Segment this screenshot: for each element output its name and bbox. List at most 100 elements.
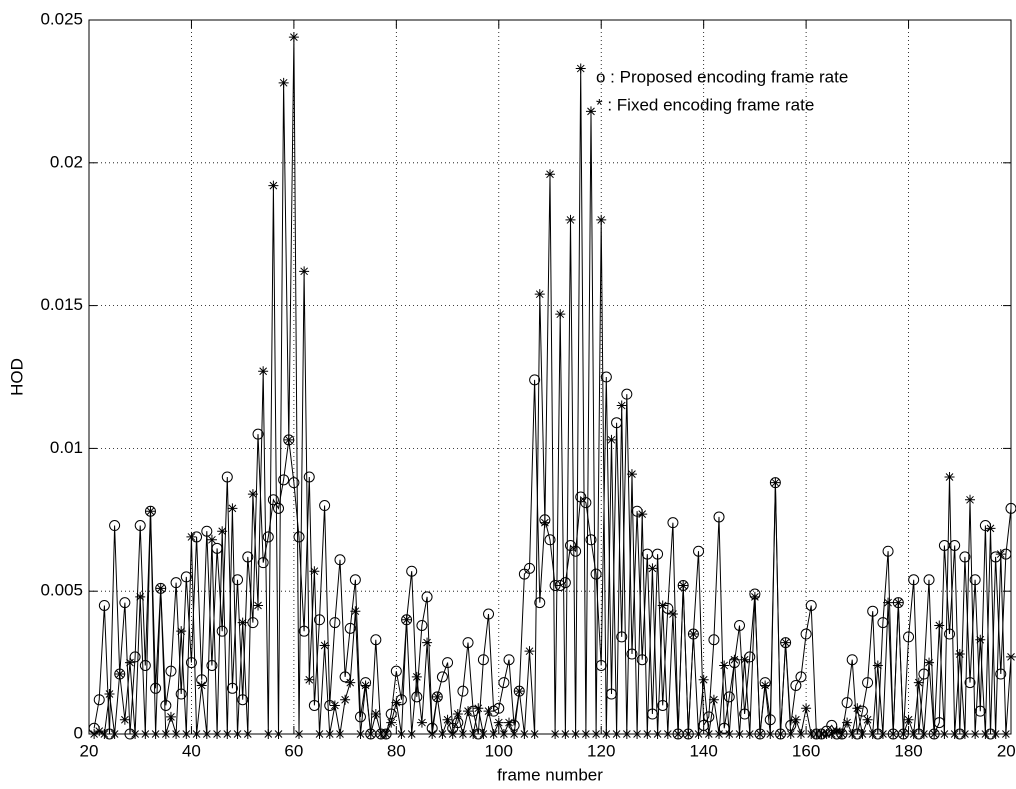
marker-circle xyxy=(93,694,105,706)
marker-star xyxy=(181,729,192,739)
marker-star xyxy=(304,674,315,685)
marker-star xyxy=(821,729,832,739)
marker-circle xyxy=(933,717,945,729)
marker-star xyxy=(222,729,233,739)
marker-star xyxy=(432,691,443,702)
marker-star xyxy=(212,729,223,739)
marker-star xyxy=(473,703,484,714)
marker-star xyxy=(360,680,371,691)
marker-star xyxy=(114,669,125,680)
marker-circle xyxy=(498,677,510,689)
marker-circle xyxy=(862,677,874,689)
marker-circle xyxy=(247,617,259,629)
marker-star xyxy=(140,729,151,739)
marker-circle xyxy=(739,708,751,720)
marker-circle xyxy=(734,619,746,631)
marker-circle xyxy=(262,531,274,543)
marker-star xyxy=(329,700,340,711)
marker-star xyxy=(898,729,909,739)
marker-circle xyxy=(944,628,956,640)
marker-star xyxy=(785,729,796,739)
marker-star xyxy=(253,600,264,611)
marker-star xyxy=(334,729,345,739)
marker-star xyxy=(124,657,135,668)
marker-circle xyxy=(524,562,536,574)
marker-star xyxy=(442,714,453,725)
marker-star xyxy=(278,77,289,88)
marker-circle xyxy=(867,605,879,617)
marker-circle xyxy=(580,497,592,509)
marker-star xyxy=(729,654,740,665)
marker-circle xyxy=(232,574,244,586)
marker-circle xyxy=(109,520,121,532)
marker-circle xyxy=(964,677,976,689)
marker-circle xyxy=(242,551,254,563)
marker-star xyxy=(872,660,883,671)
marker-star xyxy=(406,729,417,739)
marker-circle xyxy=(590,568,602,580)
marker-star xyxy=(949,729,960,739)
marker-circle xyxy=(718,722,730,734)
marker-star xyxy=(698,674,709,685)
marker-star xyxy=(867,729,878,739)
marker-circle xyxy=(949,540,961,552)
marker-star xyxy=(877,729,888,739)
marker-star xyxy=(232,729,243,739)
marker-star xyxy=(770,477,781,488)
marker-star xyxy=(939,729,950,739)
marker-circle xyxy=(549,579,561,591)
marker-circle xyxy=(621,388,633,400)
marker-circle xyxy=(134,520,146,532)
marker-star xyxy=(273,729,284,739)
marker-circle xyxy=(693,545,705,557)
marker-star xyxy=(652,729,663,739)
marker-star xyxy=(160,729,171,739)
marker-circle xyxy=(329,617,341,629)
marker-star xyxy=(355,729,366,739)
marker-star xyxy=(186,531,197,542)
marker-star xyxy=(227,503,238,514)
marker-star xyxy=(545,169,555,180)
marker-star xyxy=(632,729,643,739)
marker-circle xyxy=(959,551,971,563)
marker-star xyxy=(217,526,228,537)
marker-star xyxy=(483,706,494,717)
marker-star xyxy=(422,637,433,648)
marker-circle xyxy=(457,685,469,697)
marker-star xyxy=(488,729,499,739)
marker-star xyxy=(903,714,914,725)
marker-circle xyxy=(790,679,802,691)
marker-circle xyxy=(805,599,817,611)
marker-star xyxy=(642,729,653,739)
marker-circle xyxy=(698,719,710,731)
marker-star xyxy=(944,471,955,482)
marker-star xyxy=(744,729,755,739)
marker-star xyxy=(601,729,612,739)
marker-star xyxy=(596,214,607,225)
y-axis-label: HOD xyxy=(7,358,26,396)
marker-circle xyxy=(411,691,423,703)
marker-star xyxy=(529,729,540,739)
y-tick-label: 0.01 xyxy=(50,438,83,457)
marker-star xyxy=(263,729,274,739)
marker-star xyxy=(135,591,146,602)
marker-circle xyxy=(534,597,546,609)
marker-circle xyxy=(221,471,233,483)
marker-star xyxy=(201,729,212,739)
marker-star xyxy=(985,523,996,534)
marker-star xyxy=(934,620,945,631)
marker-star xyxy=(755,729,766,739)
marker-star xyxy=(980,729,991,739)
marker-circle xyxy=(349,574,361,586)
x-tick-label: 140 xyxy=(689,741,717,760)
marker-star xyxy=(637,509,648,520)
marker-circle xyxy=(334,554,346,566)
marker-star xyxy=(965,494,976,505)
marker-star xyxy=(299,266,310,277)
marker-star xyxy=(109,729,120,739)
marker-circle xyxy=(841,697,853,709)
marker-circle xyxy=(303,471,315,483)
marker-star xyxy=(457,729,468,739)
marker-star xyxy=(662,729,673,739)
